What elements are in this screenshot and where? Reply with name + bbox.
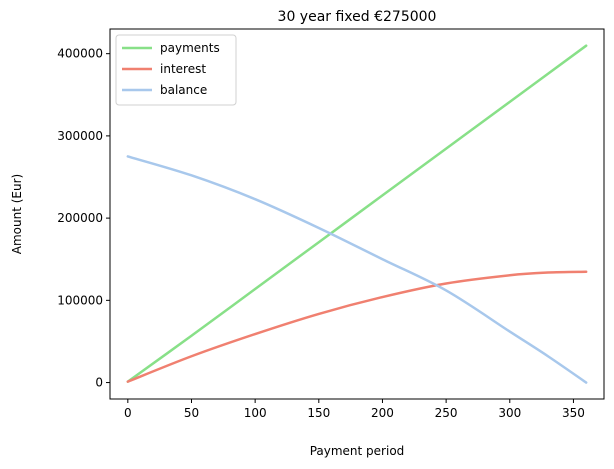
x-tick-label: 150 bbox=[307, 406, 330, 420]
series-line-balance bbox=[126, 155, 588, 384]
series-line-interest bbox=[126, 270, 588, 383]
legend: payments interest balance bbox=[115, 34, 237, 106]
y-axis-label: Amount (Eur) bbox=[10, 174, 24, 254]
chart-title: 30 year fixed €275000 bbox=[278, 9, 437, 25]
y-tick-label: 0 bbox=[95, 376, 103, 390]
x-axis-label: Payment period bbox=[310, 444, 405, 458]
x-tick-label: 200 bbox=[371, 406, 394, 420]
legend-label-payments: payments bbox=[160, 41, 220, 55]
y-tick-label: 300000 bbox=[57, 129, 103, 143]
x-tick-label: 300 bbox=[498, 406, 521, 420]
x-tick-label: 50 bbox=[184, 406, 199, 420]
x-tick-label: 350 bbox=[562, 406, 585, 420]
x-tick-label: 250 bbox=[435, 406, 458, 420]
y-tick-label: 200000 bbox=[57, 211, 103, 225]
legend-label-balance: balance bbox=[160, 83, 207, 97]
plot-area-frame bbox=[109, 28, 605, 400]
y-tick-label: 100000 bbox=[57, 293, 103, 307]
series-lines bbox=[126, 44, 588, 384]
legend-box bbox=[115, 34, 237, 106]
x-tick-label: 0 bbox=[124, 406, 132, 420]
series-line-payments bbox=[126, 44, 588, 383]
x-tick-label: 100 bbox=[244, 406, 267, 420]
y-tick-label: 400000 bbox=[57, 47, 103, 61]
y-axis: 0 100000 200000 300000 400000 bbox=[57, 47, 110, 390]
x-axis: 0 50 100 150 200 250 300 350 bbox=[124, 399, 585, 420]
legend-label-interest: interest bbox=[160, 62, 206, 76]
